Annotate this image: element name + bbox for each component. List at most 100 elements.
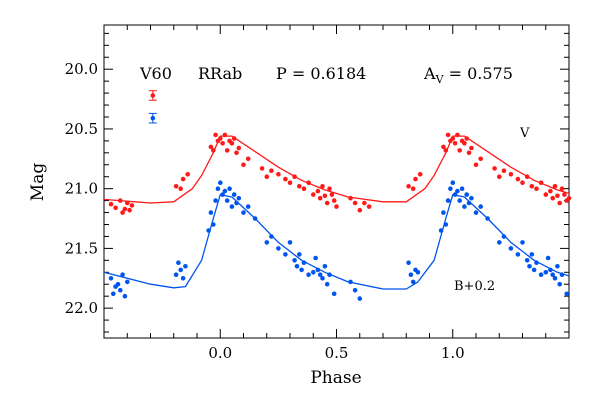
- data-point-v: [220, 141, 225, 146]
- data-point-b: [125, 279, 130, 285]
- data-point-v: [118, 198, 123, 203]
- data-point-v: [241, 162, 246, 168]
- data-point-v: [331, 198, 337, 203]
- data-point-b: [178, 267, 183, 273]
- data-point-v: [508, 172, 514, 177]
- x-tick-label: 0.0: [208, 344, 232, 362]
- data-point-v: [534, 186, 539, 191]
- data-point-v: [357, 207, 363, 213]
- data-point-b: [564, 291, 569, 297]
- variable-type: RRab: [198, 64, 242, 83]
- data-point-v: [287, 180, 293, 185]
- data-point-b: [176, 260, 181, 266]
- data-point-b: [211, 222, 216, 227]
- data-point-v: [450, 136, 456, 141]
- data-point-v: [501, 168, 507, 173]
- data-point-b: [236, 195, 242, 201]
- data-point-v: [113, 205, 118, 211]
- data-point-v: [455, 132, 460, 138]
- data-point-b: [406, 260, 411, 266]
- data-point-b: [534, 260, 539, 266]
- data-point-b: [557, 281, 562, 287]
- data-point-b: [183, 264, 188, 269]
- data-point-b: [306, 272, 311, 278]
- data-point-v: [445, 132, 451, 138]
- data-point-v: [464, 136, 470, 141]
- amplitude-subscript: V: [435, 73, 445, 86]
- data-point-b: [445, 198, 451, 203]
- y-axis-label: Mag: [28, 163, 48, 202]
- data-point-b: [464, 192, 470, 197]
- data-point-b: [108, 276, 114, 281]
- data-point-v: [122, 206, 128, 212]
- data-point-b: [180, 276, 186, 281]
- data-point-v: [311, 192, 316, 197]
- data-point-b: [252, 216, 258, 221]
- data-point-v: [173, 184, 179, 189]
- data-point-b: [515, 252, 521, 257]
- data-point-b: [501, 234, 507, 239]
- data-point-b: [297, 252, 302, 257]
- data-point-v: [213, 132, 218, 138]
- data-point-b: [457, 198, 463, 203]
- data-point-b: [208, 210, 214, 215]
- data-point-b: [324, 281, 330, 287]
- data-point-b: [529, 252, 535, 257]
- data-point-v: [108, 201, 114, 207]
- data-point-v: [264, 174, 270, 179]
- data-point-b: [118, 287, 123, 293]
- data-point-v: [315, 188, 321, 194]
- data-point-v: [443, 148, 449, 153]
- data-point-v: [185, 172, 190, 177]
- data-point-b: [215, 186, 221, 191]
- data-point-v: [292, 174, 297, 179]
- data-point-b: [269, 234, 274, 239]
- b-series-label: B+0.2: [454, 279, 495, 294]
- data-point-b: [410, 279, 416, 285]
- data-point-v: [520, 180, 525, 185]
- data-point-b: [299, 267, 304, 273]
- data-point-b: [317, 272, 323, 278]
- data-point-v: [362, 200, 367, 206]
- data-point-v: [222, 132, 228, 138]
- data-point-v: [550, 195, 555, 201]
- data-point-v: [466, 150, 472, 156]
- data-point-b: [408, 272, 414, 278]
- data-point-b: [438, 228, 444, 233]
- data-point-v: [352, 200, 358, 206]
- data-point-b: [520, 240, 525, 245]
- y-tick-label: 21.0: [65, 180, 98, 198]
- data-point-b: [220, 192, 225, 197]
- data-point-v: [224, 148, 230, 153]
- data-point-v: [297, 184, 302, 189]
- data-point-v: [562, 192, 567, 197]
- data-point-v: [125, 200, 130, 206]
- data-point-v: [410, 186, 416, 191]
- data-point-b: [234, 200, 239, 206]
- amplitude-symbol: A: [423, 64, 436, 83]
- data-point-v: [324, 200, 330, 206]
- data-point-v: [129, 203, 135, 208]
- data-point-b: [448, 186, 453, 191]
- data-point-v: [229, 141, 235, 146]
- data-point-v: [406, 184, 411, 189]
- x-tick-label: 1.0: [441, 344, 465, 362]
- data-point-b: [287, 240, 293, 245]
- y-tick-label: 20.0: [65, 60, 98, 78]
- data-point-b: [115, 281, 121, 287]
- data-point-b: [462, 204, 467, 209]
- data-point-b: [283, 252, 288, 257]
- data-point-v: [329, 192, 335, 197]
- error-bar-b-point: [150, 115, 156, 121]
- data-point-b: [469, 195, 474, 201]
- data-point-b: [315, 267, 321, 273]
- data-point-b: [452, 192, 458, 197]
- data-point-v: [283, 176, 288, 182]
- data-point-v: [348, 195, 353, 201]
- data-point-v: [452, 141, 458, 146]
- data-point-b: [241, 210, 246, 215]
- data-point-v: [515, 176, 521, 182]
- data-point-b: [466, 200, 472, 206]
- fit-curve-v: [103, 135, 570, 204]
- data-point-b: [527, 264, 532, 269]
